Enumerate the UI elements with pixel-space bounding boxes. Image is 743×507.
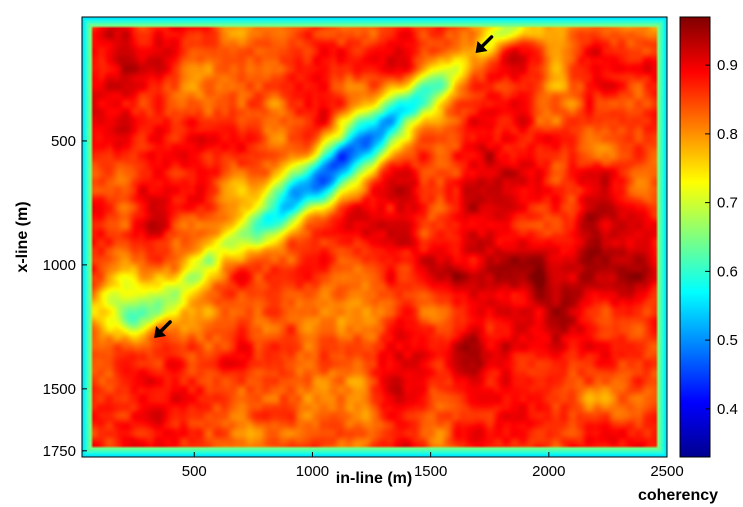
- colorbar-tick-label: 0.7: [717, 195, 738, 212]
- plot-frame: [81, 16, 668, 458]
- coherency-heatmap-image: [82, 17, 667, 457]
- arrow-marker: [154, 320, 172, 339]
- x-tick-label: 2500: [650, 463, 683, 480]
- x-tick-label: 1000: [296, 463, 329, 480]
- colorbar-ticks: 0.4 0.5 0.6 0.7 0.8 0.9: [705, 57, 738, 418]
- y-tick-label: 1000: [43, 257, 76, 274]
- colorbar-tick-label: 0.6: [717, 263, 738, 280]
- y-axis-ticks: 500 1000 1500 1750: [43, 133, 87, 460]
- colorbar-label: coherency: [638, 487, 718, 504]
- x-axis-label: in-line (m): [336, 470, 412, 487]
- y-tick-label: 1500: [43, 381, 76, 398]
- y-tick-label: 500: [51, 133, 76, 150]
- colorbar-tick-label: 0.5: [717, 332, 738, 349]
- y-axis-label: x-line (m): [14, 201, 31, 272]
- colorbar-tick-label: 0.4: [717, 401, 738, 418]
- arrow-markers: [154, 35, 494, 339]
- heatmap-plot: [81, 16, 668, 458]
- colorbar: 0.4 0.5 0.6 0.7 0.8 0.9 coherency: [638, 16, 738, 504]
- x-tick-label: 2000: [532, 463, 565, 480]
- x-tick-label: 1500: [414, 463, 447, 480]
- y-tick-label: 1750: [43, 443, 76, 460]
- x-axis-ticks: 500 1000 1500 2000 2500: [182, 452, 684, 480]
- colorbar-gradient: [679, 16, 711, 458]
- colorbar-tick-label: 0.9: [717, 57, 738, 74]
- colorbar-tick-label: 0.8: [717, 126, 738, 143]
- arrow-marker: [475, 35, 494, 53]
- x-tick-label: 500: [182, 463, 207, 480]
